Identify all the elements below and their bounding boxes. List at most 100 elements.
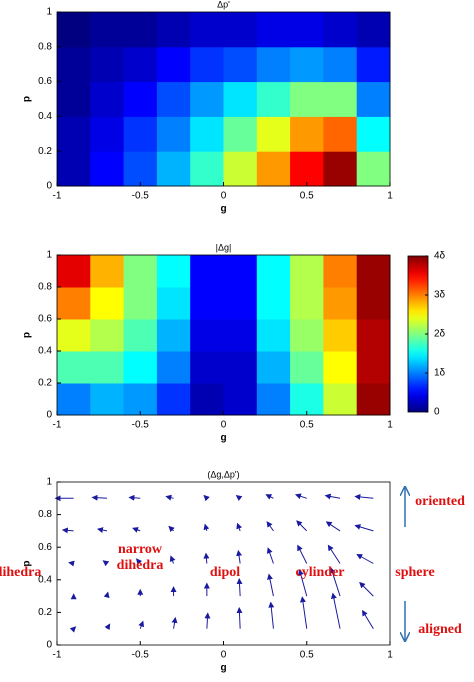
arrow bbox=[235, 495, 243, 502]
heat-cell bbox=[156, 319, 191, 352]
heat-cell bbox=[223, 383, 258, 416]
x-axis-label: g bbox=[220, 663, 226, 674]
y-tick-label: 0 bbox=[46, 640, 52, 651]
heat-cell bbox=[190, 255, 224, 288]
heat-cell bbox=[290, 383, 324, 416]
heat-cell bbox=[323, 351, 358, 384]
heat-cell bbox=[156, 116, 191, 152]
heat-cell bbox=[57, 287, 91, 320]
heat-cell bbox=[123, 255, 158, 288]
heat-cell bbox=[290, 46, 324, 83]
y-tick-label: 0.6 bbox=[38, 542, 52, 553]
heat-cell bbox=[256, 116, 291, 152]
arrow bbox=[236, 549, 243, 564]
arrow bbox=[297, 569, 308, 597]
annotation: dipol bbox=[210, 565, 240, 580]
heat-cell bbox=[323, 287, 358, 320]
heat-cell bbox=[156, 46, 191, 83]
heat-cell bbox=[90, 255, 125, 288]
arrow bbox=[203, 523, 210, 532]
x-tick-label: -1 bbox=[53, 420, 62, 431]
heat-cell bbox=[190, 81, 224, 117]
heat-cell bbox=[290, 319, 324, 352]
arrow bbox=[297, 544, 308, 564]
heat-cell bbox=[57, 383, 91, 416]
heat-cell bbox=[156, 81, 191, 117]
heat-cell bbox=[123, 151, 158, 187]
heat-cell bbox=[90, 151, 125, 187]
heat-cell bbox=[290, 287, 324, 320]
annotation: dihedra bbox=[0, 565, 41, 580]
y-axis-label: p bbox=[22, 96, 33, 102]
y-tick-label: 0.2 bbox=[38, 607, 52, 618]
annotation: aligned bbox=[418, 622, 462, 637]
heat-cell bbox=[256, 351, 291, 384]
heat-cell bbox=[190, 116, 224, 152]
heat-cell bbox=[356, 255, 391, 288]
heat-cell bbox=[123, 116, 158, 152]
heat-cell bbox=[356, 319, 391, 352]
heat-cell bbox=[290, 12, 324, 48]
heat-cell bbox=[190, 383, 224, 416]
arrow bbox=[91, 494, 107, 501]
heat-cell bbox=[123, 383, 158, 416]
colorbar-tick-label: 1δ bbox=[434, 368, 446, 379]
heat-cell bbox=[290, 81, 324, 117]
plot-title: (Δg,Δp') bbox=[207, 469, 239, 479]
heat-cell bbox=[90, 319, 125, 352]
arrow bbox=[102, 560, 110, 567]
arrow bbox=[168, 525, 175, 533]
y-tick-label: 0.8 bbox=[38, 509, 52, 520]
heat-cell bbox=[356, 383, 391, 416]
arrow bbox=[69, 626, 77, 633]
heat-cell bbox=[57, 116, 91, 152]
heat-cell bbox=[190, 287, 224, 320]
heat-cell bbox=[223, 319, 258, 352]
heat-cell bbox=[190, 46, 224, 83]
x-axis-label: g bbox=[220, 433, 226, 444]
heat-cell bbox=[190, 12, 224, 48]
heat-cell bbox=[123, 12, 158, 48]
x-tick-label: 0.5 bbox=[300, 420, 314, 431]
heat-cell bbox=[156, 151, 191, 187]
arrow bbox=[68, 560, 75, 567]
arrow bbox=[325, 521, 341, 532]
arrow bbox=[324, 493, 341, 500]
heat-cell bbox=[356, 116, 391, 152]
heat-cell bbox=[356, 81, 391, 117]
heat-cell bbox=[190, 151, 224, 187]
heat-cell bbox=[123, 287, 158, 320]
heat-cell bbox=[123, 351, 158, 384]
x-tick-label: -0.5 bbox=[132, 420, 150, 431]
heat-cell bbox=[90, 12, 125, 48]
colorbar-tick-label: 2δ bbox=[434, 329, 446, 340]
arrow bbox=[138, 620, 145, 629]
arrow bbox=[330, 592, 341, 629]
y-axis-label: p bbox=[22, 332, 33, 338]
heat-cell bbox=[256, 383, 291, 416]
y-tick-label: 0 bbox=[46, 410, 52, 421]
heat-cell bbox=[190, 351, 224, 384]
heat-cell bbox=[256, 319, 291, 352]
x-tick-label: 0.5 bbox=[300, 650, 314, 661]
x-tick-label: -0.5 bbox=[132, 191, 150, 202]
y-axis-label: p bbox=[22, 560, 33, 566]
y-tick-label: 0 bbox=[46, 181, 52, 192]
heat-cell bbox=[90, 287, 125, 320]
plot-title: |Δg| bbox=[216, 242, 232, 252]
heat-cell bbox=[356, 287, 391, 320]
arrow bbox=[165, 494, 174, 501]
heat-cell bbox=[323, 81, 358, 117]
heat-cell bbox=[256, 151, 291, 187]
arrow bbox=[356, 554, 374, 564]
arrow bbox=[171, 616, 178, 629]
arrow bbox=[354, 524, 374, 532]
y-tick-label: 1 bbox=[46, 250, 52, 261]
heat-cell bbox=[123, 319, 158, 352]
heat-cell bbox=[290, 351, 324, 384]
arrow bbox=[204, 612, 211, 629]
x-tick-label: 1 bbox=[387, 420, 393, 431]
y-tick-label: 1 bbox=[46, 477, 52, 488]
x-axis-label: g bbox=[220, 204, 226, 215]
heat-cell bbox=[290, 116, 324, 152]
